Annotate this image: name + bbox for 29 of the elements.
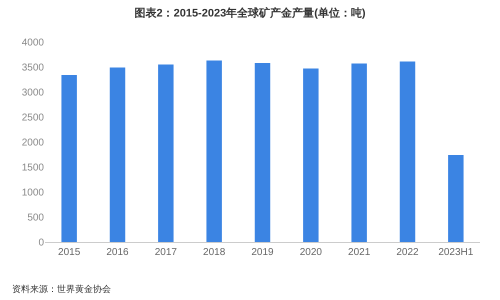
- y-tick-label: 4000: [22, 38, 44, 48]
- y-tick-label: 1500: [22, 162, 44, 174]
- bar: [61, 75, 77, 242]
- chart-title: 图表2：2015-2023年全球矿产金产量(单位：吨): [134, 6, 366, 20]
- x-tick-label: 2021: [348, 247, 371, 258]
- y-tick-label: 3000: [22, 88, 44, 98]
- bar: [351, 64, 367, 242]
- x-tick-label: 2016: [106, 247, 130, 258]
- x-tick-label: 2015: [58, 247, 81, 258]
- bar: [254, 63, 270, 242]
- bar: [448, 155, 464, 242]
- bar: [400, 62, 416, 242]
- x-tick-label: 2023H1: [438, 247, 474, 258]
- x-tick-label: 2022: [396, 247, 420, 258]
- bar: [303, 68, 319, 242]
- x-tick-label: 2020: [300, 247, 322, 258]
- x-tick-label: 2018: [203, 247, 226, 258]
- y-tick-label: 1000: [22, 188, 44, 198]
- y-tick-label: 2500: [22, 112, 44, 124]
- y-tick-label: 500: [27, 212, 44, 224]
- text: 资料来源：世界黄金协会: [12, 284, 111, 294]
- x-tick-label: 2017: [154, 247, 178, 258]
- x-tick-label: 2019: [251, 247, 274, 258]
- bar: [158, 64, 174, 242]
- y-tick-label: 3500: [22, 62, 44, 74]
- y-tick-label: 2000: [22, 138, 44, 148]
- bar: [206, 60, 222, 242]
- y-tick-label: 0: [38, 238, 44, 248]
- bar: [110, 68, 126, 242]
